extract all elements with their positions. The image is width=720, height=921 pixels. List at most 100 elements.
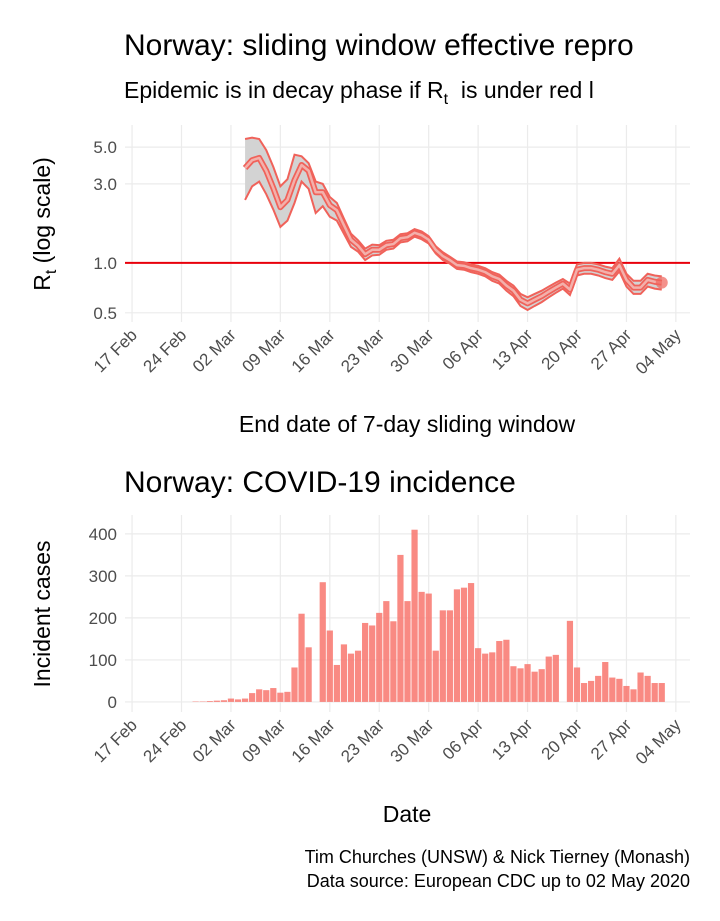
- bar: [284, 691, 291, 702]
- caption: Data source: European CDC up to 02 May 2…: [307, 871, 690, 891]
- end-point: [655, 276, 668, 289]
- y-tick-label: 200: [89, 609, 117, 628]
- bar: [460, 587, 468, 702]
- x-tick-label: 13 Apr: [488, 325, 536, 373]
- bar: [369, 625, 376, 702]
- bar: [651, 683, 658, 702]
- bar: [609, 677, 616, 702]
- x-tick-label: 30 Mar: [387, 325, 438, 376]
- y-tick-label: 0: [108, 693, 117, 712]
- bar: [467, 583, 475, 702]
- x-tick-label: 27 Apr: [587, 715, 635, 763]
- bar: [644, 675, 651, 702]
- chart-title: Norway: sliding window effective repro: [124, 29, 634, 62]
- y-tick-label: 0.5: [93, 304, 117, 323]
- bar: [397, 554, 404, 702]
- bar: [326, 630, 333, 702]
- bar: [545, 656, 552, 702]
- x-tick-label: 20 Apr: [538, 325, 586, 373]
- bar: [566, 620, 574, 702]
- bar: [482, 653, 489, 702]
- y-tick-label: 3.0: [93, 175, 117, 194]
- bar: [595, 675, 602, 702]
- y-tick-label: 1.0: [93, 254, 117, 273]
- y-axis-title-text: R: [29, 274, 55, 291]
- y-axis-title: Incident cases: [29, 540, 55, 687]
- bar: [277, 692, 284, 702]
- bar: [383, 601, 390, 702]
- x-tick-label: 24 Feb: [139, 325, 190, 376]
- y-tick-label: 300: [89, 567, 117, 586]
- bar: [503, 639, 510, 702]
- bar: [411, 529, 418, 702]
- y-axis-title-subscript: t: [43, 269, 60, 274]
- lower-line: [244, 179, 662, 312]
- x-tick-label: 20 Apr: [538, 715, 586, 763]
- mean-line-core: [244, 156, 662, 305]
- bar: [249, 693, 256, 702]
- y-tick-label: 5.0: [93, 138, 117, 157]
- bar: [241, 698, 249, 702]
- bar: [630, 689, 637, 702]
- subtitle-text: is under red l: [448, 77, 594, 103]
- bar: [263, 690, 270, 702]
- x-tick-label: 09 Mar: [238, 325, 289, 376]
- bar: [602, 662, 609, 702]
- bar: [552, 654, 559, 702]
- bar: [510, 666, 517, 702]
- chart-title: Norway: COVID-19 incidence: [124, 466, 516, 499]
- subtitle-text: Epidemic is in decay phase if R: [124, 77, 444, 103]
- bar: [333, 664, 340, 702]
- bar: [524, 664, 531, 702]
- bar: [418, 591, 425, 702]
- x-tick-label: 09 Mar: [238, 715, 289, 766]
- bar: [637, 672, 644, 702]
- bar: [425, 593, 432, 702]
- bar: [390, 621, 397, 702]
- x-tick-label: 04 May: [632, 715, 685, 768]
- bar: [227, 698, 235, 702]
- bar: [616, 678, 623, 702]
- x-tick-label: 02 Mar: [189, 325, 240, 376]
- bar: [362, 622, 369, 702]
- bar: [439, 610, 446, 702]
- bar: [298, 613, 305, 702]
- y-tick-label: 400: [89, 525, 117, 544]
- bar: [432, 650, 439, 702]
- bar: [291, 667, 298, 702]
- bar: [475, 648, 482, 702]
- bar: [404, 601, 411, 702]
- x-tick-label: 02 Mar: [189, 715, 240, 766]
- bar: [376, 612, 383, 702]
- bar: [453, 589, 461, 702]
- bar: [206, 701, 213, 702]
- y-axis-title-text: (log scale): [29, 157, 55, 269]
- x-tick-label: 17 Feb: [90, 325, 141, 376]
- x-tick-label: 23 Mar: [337, 325, 388, 376]
- bar: [538, 669, 545, 702]
- bar: [347, 653, 355, 702]
- x-tick-label: 24 Feb: [139, 715, 190, 766]
- bar: [588, 680, 595, 702]
- y-tick-label: 100: [89, 651, 117, 670]
- bar: [658, 683, 665, 702]
- bar: [531, 671, 538, 702]
- bar: [446, 610, 453, 702]
- x-tick-label: 13 Apr: [488, 715, 536, 763]
- x-axis-title: End date of 7-day sliding window: [239, 411, 576, 437]
- bar: [517, 668, 524, 702]
- x-tick-label: 04 May: [632, 325, 685, 378]
- x-tick-label: 16 Mar: [288, 325, 339, 376]
- bar: [354, 650, 362, 702]
- subtitle-subscript: t: [444, 91, 449, 108]
- bar: [319, 582, 326, 702]
- bar: [573, 667, 581, 702]
- bar: [234, 699, 242, 702]
- x-tick-label: 16 Mar: [288, 715, 339, 766]
- x-tick-label: 06 Apr: [439, 715, 487, 763]
- x-tick-label: 30 Mar: [387, 715, 438, 766]
- bar: [220, 700, 227, 702]
- bar: [580, 683, 588, 702]
- caption: Tim Churches (UNSW) & Nick Tierney (Mona…: [305, 847, 690, 867]
